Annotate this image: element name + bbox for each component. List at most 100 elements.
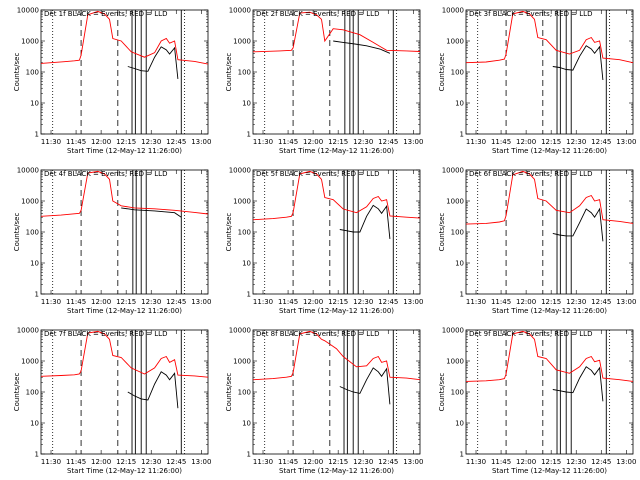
lld-series-line xyxy=(252,330,421,381)
y-tick-label: 1000 xyxy=(21,38,39,46)
y-tick-label: 10 xyxy=(455,260,464,268)
x-tick-label: 11:30 xyxy=(253,458,273,466)
y-tick-label: 10000 xyxy=(229,7,251,15)
x-axis-label: Start Time (12-May-12 11:26:00) xyxy=(67,467,182,475)
x-tick-label: 12:45 xyxy=(166,138,186,146)
x-axis-label: Start Time (12-May-12 11:26:00) xyxy=(492,307,607,315)
panel-title: Det 3f BLACK = Events, RED = LLD xyxy=(469,10,592,18)
y-tick-label: 10000 xyxy=(442,7,464,15)
y-tick-label: 10 xyxy=(242,100,251,108)
y-tick-label: 100 xyxy=(451,69,464,77)
y-tick-label: 1000 xyxy=(446,198,464,206)
y-tick-label: 10000 xyxy=(17,167,39,175)
x-tick-label: 11:45 xyxy=(66,298,86,306)
x-tick-label: 13:00 xyxy=(191,298,211,306)
x-tick-label: 11:30 xyxy=(466,298,486,306)
y-tick-label: 10 xyxy=(242,260,251,268)
x-tick-label: 12:45 xyxy=(378,298,398,306)
chart-panel-1: 1 10 100 1000 10000 11:30 11:45 12:00 12:15 12:30… xyxy=(13,7,211,156)
x-axis-label: Start Time (12-May-12 11:26:00) xyxy=(67,307,182,315)
lld-series-line xyxy=(465,10,634,64)
x-tick-label: 12:15 xyxy=(541,138,561,146)
x-tick-label: 12:30 xyxy=(353,138,373,146)
lld-series-line xyxy=(40,170,209,217)
y-axis-label: Counts/sec xyxy=(225,213,233,252)
chart-panel-3: 1 10 100 1000 10000 11:30 11:45 12:00 12:15 12:30… xyxy=(438,7,636,156)
x-tick-label: 11:45 xyxy=(278,458,298,466)
y-tick-label: 1000 xyxy=(446,358,464,366)
plot-frame xyxy=(252,9,421,135)
x-tick-label: 12:15 xyxy=(328,458,348,466)
x-tick-label: 11:30 xyxy=(466,138,486,146)
x-tick-label: 11:30 xyxy=(466,458,486,466)
x-tick-label: 13:00 xyxy=(403,458,423,466)
events-series-line xyxy=(339,204,391,239)
plot-frame xyxy=(252,169,421,295)
y-tick-label: 10000 xyxy=(229,167,251,175)
y-tick-label: 10 xyxy=(242,420,251,428)
x-tick-label: 13:00 xyxy=(191,138,211,146)
events-series-line xyxy=(127,371,179,409)
x-tick-label: 13:00 xyxy=(616,138,636,146)
plot-frame xyxy=(465,329,634,455)
x-tick-label: 12:15 xyxy=(541,458,561,466)
events-series-line xyxy=(552,45,604,81)
events-series-line xyxy=(127,46,179,79)
y-axis-label: Counts/sec xyxy=(225,53,233,92)
panel-title: Det 2f BLACK = Events, RED = LLD xyxy=(256,10,379,18)
panel-title: Det 5f BLACK = Events, RED = LLD xyxy=(256,170,379,178)
x-tick-label: 12:30 xyxy=(566,138,586,146)
panel-title: Det 6f BLACK = Events, RED = LLD xyxy=(469,170,592,178)
y-tick-label: 10 xyxy=(30,420,39,428)
y-tick-label: 1000 xyxy=(21,198,39,206)
panel-title: Det 8f BLACK = Events, RED = LLD xyxy=(256,330,379,338)
y-tick-label: 100 xyxy=(238,69,251,77)
x-tick-label: 12:00 xyxy=(516,458,536,466)
x-tick-label: 12:30 xyxy=(141,138,161,146)
x-tick-label: 12:30 xyxy=(353,458,373,466)
events-series-line xyxy=(339,367,391,405)
lld-series-line xyxy=(40,330,209,378)
chart-panel-4: 1 10 100 1000 10000 11:30 11:45 12:00 12:15 12:30… xyxy=(13,167,211,316)
y-axis-label: Counts/sec xyxy=(438,53,446,92)
x-tick-label: 12:00 xyxy=(516,138,536,146)
x-tick-label: 12:45 xyxy=(591,298,611,306)
lld-series-line xyxy=(465,170,634,225)
chart-panel-8: 1 10 100 1000 10000 11:30 11:45 12:00 12:15 12:30… xyxy=(225,327,423,476)
lld-series-line xyxy=(40,10,209,65)
y-tick-label: 100 xyxy=(26,69,39,77)
plot-frame xyxy=(40,329,209,455)
y-tick-label: 100 xyxy=(26,389,39,397)
x-tick-label: 12:00 xyxy=(516,298,536,306)
y-axis-label: Counts/sec xyxy=(13,53,21,92)
x-tick-label: 12:15 xyxy=(328,298,348,306)
events-series-line xyxy=(552,366,604,402)
y-axis-label: Counts/sec xyxy=(225,373,233,412)
y-tick-label: 1 xyxy=(247,291,251,299)
plot-frame xyxy=(40,169,209,295)
x-axis-label: Start Time (12-May-12 11:26:00) xyxy=(67,147,182,155)
y-tick-label: 1000 xyxy=(233,198,251,206)
x-tick-label: 12:45 xyxy=(166,298,186,306)
x-tick-label: 12:00 xyxy=(91,138,111,146)
x-axis-label: Start Time (12-May-12 11:26:00) xyxy=(492,147,607,155)
x-tick-label: 12:30 xyxy=(141,298,161,306)
y-tick-label: 10 xyxy=(30,100,39,108)
y-tick-label: 1000 xyxy=(233,38,251,46)
x-tick-label: 12:45 xyxy=(591,458,611,466)
x-tick-label: 12:15 xyxy=(116,458,136,466)
x-tick-label: 12:30 xyxy=(566,298,586,306)
panel-title: Det 1f BLACK = Events, RED = LLD xyxy=(44,10,167,18)
y-axis-label: Counts/sec xyxy=(438,213,446,252)
x-tick-label: 11:45 xyxy=(278,298,298,306)
x-tick-label: 11:30 xyxy=(41,298,61,306)
x-tick-label: 12:00 xyxy=(303,138,323,146)
x-tick-label: 12:45 xyxy=(378,138,398,146)
x-tick-label: 11:30 xyxy=(253,298,273,306)
y-tick-label: 10000 xyxy=(17,7,39,15)
y-tick-label: 100 xyxy=(451,389,464,397)
y-tick-label: 10000 xyxy=(442,327,464,335)
x-tick-label: 12:30 xyxy=(141,458,161,466)
chart-panel-7: 1 10 100 1000 10000 11:30 11:45 12:00 12:15 12:30… xyxy=(13,327,211,476)
